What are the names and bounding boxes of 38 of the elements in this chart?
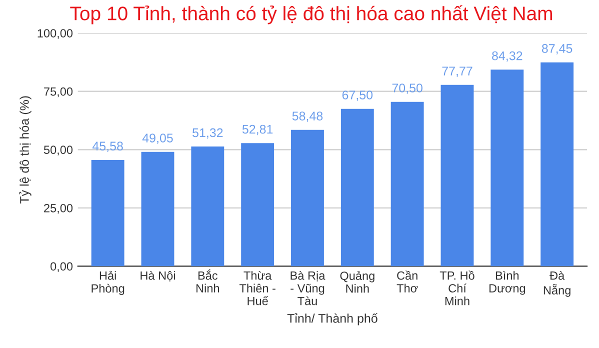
bar — [440, 84, 474, 266]
bar — [191, 146, 224, 266]
x-tick-label: Hải Phòng — [92, 270, 124, 295]
x-tick-label: Bắc Ninh — [196, 269, 220, 292]
bar — [91, 160, 124, 266]
x-tick-label: Cần Thơ — [396, 270, 418, 292]
x-tick-label: Quảng Ninh — [340, 271, 374, 293]
y-axis-title: Tỷ lệ đô thị hóa (%) — [19, 96, 32, 204]
data-label: 84,32 — [492, 51, 522, 62]
data-label: 58,48 — [292, 112, 323, 122]
x-tick-label: TP. Hồ Chí Minh — [440, 270, 474, 306]
x-tick-label: Thừa Thiên - Huế — [239, 270, 276, 306]
data-label: 87,45 — [542, 44, 572, 54]
bar — [291, 130, 324, 266]
x-tick-label: Bình Dương — [489, 270, 526, 295]
bar — [390, 102, 424, 266]
x-tick-label: Hà Nội — [140, 270, 175, 282]
y-tick-label: 0,00 — [50, 262, 73, 272]
data-label: 51,32 — [192, 128, 223, 139]
bar — [490, 70, 524, 266]
data-label: 45,58 — [92, 142, 123, 152]
data-label: 77,77 — [442, 66, 472, 77]
bar — [340, 108, 374, 266]
x-tick-label: Đà Nẵng — [544, 270, 570, 297]
y-tick-label: 75,00 — [44, 87, 73, 98]
data-label: 70,50 — [392, 84, 422, 94]
bar — [540, 62, 574, 266]
data-label: 67,50 — [342, 90, 373, 101]
y-tick-label: 25,00 — [44, 204, 73, 214]
y-tick-label: 100,00 — [38, 29, 73, 39]
bar — [141, 152, 174, 266]
y-tick-label: 50,00 — [44, 146, 73, 156]
x-tick-label: Bà Rịa - Vũng Tàu — [290, 270, 326, 306]
data-label: 52,81 — [242, 124, 273, 136]
bar — [241, 143, 274, 266]
data-label: 49,05 — [142, 134, 173, 144]
chart-title: Top 10 Tỉnh, thành có tỷ lệ đô thị hóa cao nhất Việt Nam — [70, 5, 552, 24]
x-axis-title: Tỉnh/ Thành phố — [287, 313, 378, 326]
